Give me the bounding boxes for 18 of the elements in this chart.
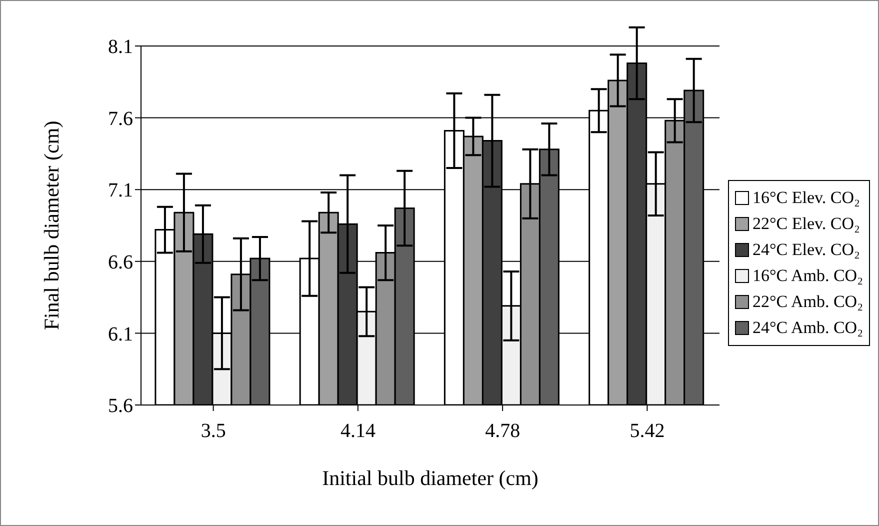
y-tick-label: 6.1	[108, 323, 133, 346]
x-tick-label: 4.78	[485, 420, 520, 442]
y-tick-label: 5.6	[108, 395, 133, 418]
y-tick-label: 6.6	[108, 252, 133, 274]
x-tick-label: 5.42	[630, 420, 665, 442]
legend-label: 16°C Amb. CO₂	[752, 265, 863, 287]
x-tick-label: 4.14	[340, 420, 376, 442]
legend-label: 22°C Elev. CO₂	[752, 213, 860, 235]
x-axis-title: Initial bulb diameter (cm)	[322, 466, 538, 490]
legend-label: 24°C Elev. CO₂	[752, 239, 860, 261]
y-tick-label: 7.1	[108, 180, 133, 202]
y-axis-title: Final bulb diameter (cm)	[39, 120, 64, 330]
y-tick-label: 7.6	[108, 108, 133, 130]
legend-label: 24°C Amb. CO₂	[752, 317, 863, 339]
legend-label: 22°C Amb. CO₂	[752, 291, 863, 313]
x-tick-label: 3.5	[200, 420, 226, 442]
legend-label: 16°C Elev. CO₂	[752, 187, 860, 209]
y-tick-label: 8.1	[108, 36, 133, 58]
